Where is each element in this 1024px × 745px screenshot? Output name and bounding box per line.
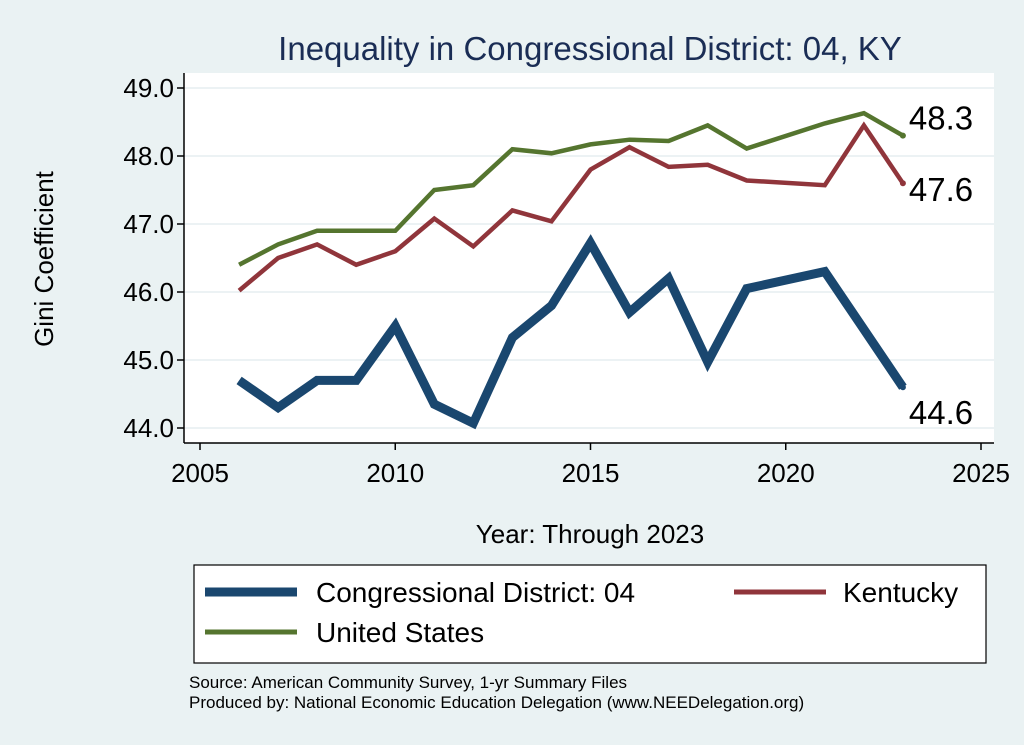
series-end-point: [899, 180, 906, 187]
x-tick-label: 2005: [171, 458, 229, 488]
gridlines: [184, 87, 994, 429]
producer-line: Produced by: National Economic Education…: [189, 693, 804, 712]
end-label: 47.6: [909, 171, 973, 208]
end-labels: 44.6 47.6 48.3: [909, 100, 973, 432]
legend-label-kentucky: Kentucky: [843, 577, 958, 608]
series-end-point: [899, 132, 906, 139]
series-lines: [236, 110, 907, 430]
y-tick-label: 48.0: [123, 141, 174, 171]
series-line-kentucky: [237, 121, 905, 293]
legend-label-district: Congressional District: 04: [316, 577, 635, 608]
y-tick-label: 47.0: [123, 209, 174, 239]
legend-box: [193, 564, 987, 664]
chart-title: Inequality in Congressional District: 04…: [278, 30, 902, 67]
x-tick-label: 2010: [366, 458, 424, 488]
y-tick-label: 45.0: [123, 345, 174, 375]
y-tick-label: 49.0: [123, 73, 174, 103]
end-label: 48.3: [909, 100, 973, 137]
axes: 44.0 45.0 46.0 47.0 48.0 49.0 2005 2010 2015 2020…: [123, 73, 1010, 488]
source-line: Source: American Community Survey, 1-yr …: [189, 673, 627, 692]
x-tick-label: 2015: [562, 458, 620, 488]
y-tick-label: 46.0: [123, 277, 174, 307]
x-tick-label: 2020: [757, 458, 815, 488]
series-line-congressional-district-04: [236, 234, 907, 430]
series-end-point: [899, 384, 906, 391]
end-label: 44.6: [909, 394, 973, 431]
x-axis-label: Year: Through 2023: [476, 519, 704, 549]
legend: Congressional District: 04 Kentucky Unit…: [193, 564, 987, 664]
y-tick-label: 44.0: [123, 413, 174, 443]
series-line-united-states: [238, 110, 905, 267]
x-tick-label: 2025: [952, 458, 1010, 488]
y-axis-label: Gini Coefficient: [29, 170, 59, 347]
legend-label-us: United States: [316, 617, 484, 648]
